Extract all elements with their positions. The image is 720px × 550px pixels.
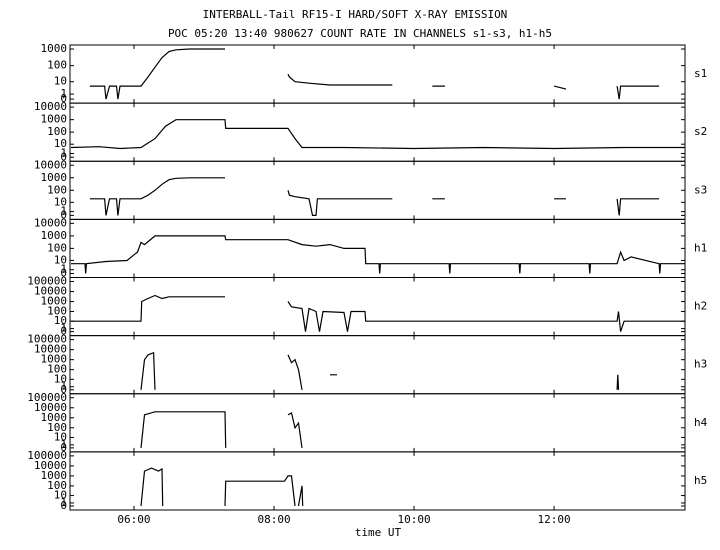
y-tick-label: 0: [60, 267, 67, 280]
y-tick-label: 10000: [34, 343, 67, 356]
y-tick-label: 10: [54, 253, 67, 266]
y-tick-label: 1: [60, 322, 67, 335]
panel-label: h1: [694, 241, 707, 254]
y-tick-label: 1000: [41, 353, 68, 366]
chart-title: INTERBALL-Tail RF15-I HARD/SOFT X-RAY EM…: [203, 8, 508, 21]
panel-label: s1: [694, 67, 707, 80]
y-tick-label: 10: [54, 430, 67, 443]
data-line: [71, 294, 685, 332]
x-tick-label: 08:00: [257, 513, 290, 526]
y-tick-label: 100: [47, 241, 67, 254]
y-tick-label: 0: [60, 499, 67, 512]
panel-label: s3: [694, 183, 707, 196]
y-tick-label: 10000: [34, 285, 67, 298]
y-tick-label: 10: [54, 489, 67, 502]
data-line: [140, 351, 620, 390]
y-tick-label: 1000: [41, 295, 68, 308]
y-tick-label: 100: [47, 363, 67, 376]
y-tick-label: 0: [60, 383, 67, 396]
data-line: [89, 177, 660, 216]
y-tick-label: 1: [60, 87, 67, 100]
y-tick-label: 1: [60, 496, 67, 509]
y-tick-label: 1000: [41, 411, 68, 424]
y-tick-label: 0: [60, 150, 67, 163]
y-tick-label: 10: [54, 75, 67, 88]
y-tick-label: 100000: [27, 449, 67, 462]
y-tick-label: 100: [47, 479, 67, 492]
data-line: [140, 411, 303, 448]
y-tick-label: 1: [60, 438, 67, 451]
y-tick-label: 1000: [41, 42, 68, 55]
y-tick-label: 1: [60, 380, 67, 393]
data-line: [89, 48, 660, 100]
y-tick-label: 1: [60, 263, 67, 276]
data-line: [140, 467, 304, 507]
y-tick-label: 10000: [34, 100, 67, 113]
y-tick-label: 0: [60, 325, 67, 338]
panel-frame: [69, 451, 686, 511]
data-line: [71, 235, 685, 274]
y-tick-label: 100: [47, 183, 67, 196]
y-tick-label: 10: [54, 137, 67, 150]
y-tick-label: 100000: [27, 391, 67, 404]
y-tick-label: 100: [47, 59, 67, 72]
panel-label: h4: [694, 416, 708, 429]
panel-label: s2: [694, 125, 707, 138]
y-tick-label: 1000: [41, 469, 68, 482]
panel-label: h3: [694, 358, 707, 371]
y-tick-label: 0: [60, 441, 67, 454]
y-tick-label: 1000: [41, 229, 68, 242]
y-tick-label: 100: [47, 305, 67, 318]
y-tick-label: 10000: [34, 401, 67, 414]
panel-label: h2: [694, 300, 707, 313]
x-tick-label: 06:00: [117, 513, 150, 526]
chart-subtitle: POC 05:20 13:40 980627 COUNT RATE IN CHA…: [168, 27, 552, 40]
y-tick-label: 0: [60, 208, 67, 221]
y-tick-label: 10000: [34, 459, 67, 472]
data-line: [70, 119, 685, 150]
x-tick-label: 12:00: [538, 513, 571, 526]
y-tick-label: 1000: [41, 113, 68, 126]
x-axis-label: time UT: [355, 526, 402, 539]
y-tick-label: 10: [54, 195, 67, 208]
y-tick-label: 100000: [27, 275, 67, 288]
y-tick-label: 100: [47, 125, 67, 138]
y-tick-label: 100: [47, 421, 67, 434]
y-tick-label: 1: [60, 146, 67, 159]
y-tick-label: 10000: [34, 216, 67, 229]
y-tick-label: 10000: [34, 158, 67, 171]
panel-label: h5: [694, 474, 707, 487]
y-tick-label: 10: [54, 372, 67, 385]
y-tick-label: 1: [60, 205, 67, 218]
y-tick-label: 0: [60, 92, 67, 105]
y-tick-label: 100000: [27, 333, 67, 346]
y-tick-label: 1000: [41, 171, 68, 184]
x-tick-label: 10:00: [397, 513, 430, 526]
y-tick-label: 10: [54, 314, 67, 327]
